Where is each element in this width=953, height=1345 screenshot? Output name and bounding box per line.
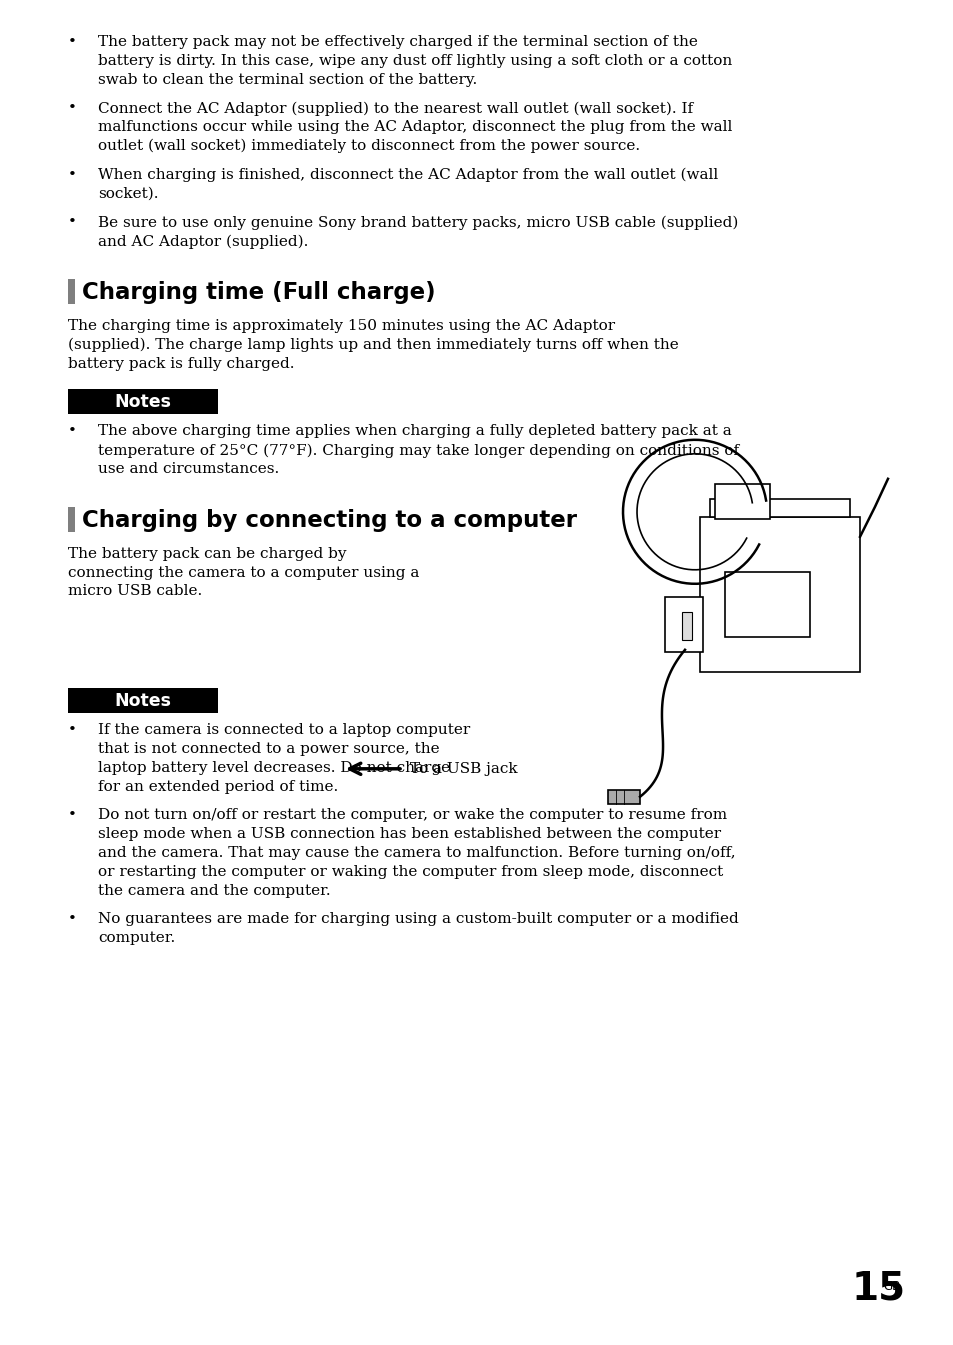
Bar	[664, 597, 702, 652]
Text: Charging time (Full charge): Charging time (Full charge)	[81, 281, 435, 304]
Bar	[68, 390, 218, 414]
Text: battery pack is fully charged.: battery pack is fully charged.	[68, 356, 294, 371]
Text: •: •	[68, 101, 77, 116]
Text: •: •	[68, 35, 77, 48]
Text: To a USB jack: To a USB jack	[410, 761, 517, 776]
Text: battery is dirty. In this case, wipe any dust off lightly using a soft cloth or : battery is dirty. In this case, wipe any…	[98, 54, 732, 67]
Text: laptop battery level decreases. Do not charge: laptop battery level decreases. Do not c…	[98, 761, 450, 775]
Bar	[68, 278, 74, 304]
Text: for an extended period of time.: for an extended period of time.	[98, 780, 338, 794]
Text: Connect the AC Adaptor (supplied) to the nearest wall outlet (wall socket). If: Connect the AC Adaptor (supplied) to the…	[98, 101, 693, 116]
Text: sleep mode when a USB connection has been established between the computer: sleep mode when a USB connection has bee…	[98, 827, 720, 841]
Text: •: •	[68, 215, 77, 230]
Text: micro USB cable.: micro USB cable.	[68, 584, 202, 599]
Text: If the camera is connected to a laptop computer: If the camera is connected to a laptop c…	[98, 724, 470, 737]
Bar	[681, 612, 691, 640]
Text: The above charging time applies when charging a fully depleted battery pack at a: The above charging time applies when cha…	[98, 425, 731, 438]
Text: The charging time is approximately 150 minutes using the AC Adaptor: The charging time is approximately 150 m…	[68, 319, 615, 334]
Text: 15: 15	[851, 1268, 905, 1307]
Text: Be sure to use only genuine Sony brand battery packs, micro USB cable (supplied): Be sure to use only genuine Sony brand b…	[98, 215, 738, 230]
Text: Notes: Notes	[114, 393, 172, 412]
Bar	[700, 516, 859, 671]
Text: GB: GB	[882, 1280, 900, 1293]
Text: or restarting the computer or waking the computer from sleep mode, disconnect: or restarting the computer or waking the…	[98, 865, 722, 878]
Text: connecting the camera to a computer using a: connecting the camera to a computer usin…	[68, 566, 419, 580]
Text: that is not connected to a power source, the: that is not connected to a power source,…	[98, 742, 439, 756]
Text: computer.: computer.	[98, 931, 175, 946]
Text: temperature of 25°C (77°F). Charging may take longer depending on conditions of: temperature of 25°C (77°F). Charging may…	[98, 444, 739, 457]
Text: The battery pack can be charged by: The battery pack can be charged by	[68, 547, 346, 561]
Text: •: •	[68, 425, 77, 438]
Text: The battery pack may not be effectively charged if the terminal section of the: The battery pack may not be effectively …	[98, 35, 698, 48]
Text: outlet (wall socket) immediately to disconnect from the power source.: outlet (wall socket) immediately to disc…	[98, 139, 639, 153]
Bar	[709, 499, 849, 516]
Text: •: •	[68, 168, 77, 182]
Text: No guarantees are made for charging using a custom-built computer or a modified: No guarantees are made for charging usin…	[98, 912, 738, 927]
Text: use and circumstances.: use and circumstances.	[98, 461, 279, 476]
Text: (supplied). The charge lamp lights up and then immediately turns off when the: (supplied). The charge lamp lights up an…	[68, 338, 678, 352]
Text: •: •	[68, 808, 77, 822]
Text: •: •	[68, 912, 77, 927]
Text: the camera and the computer.: the camera and the computer.	[98, 884, 331, 897]
Text: When charging is finished, disconnect the AC Adaptor from the wall outlet (wall: When charging is finished, disconnect th…	[98, 168, 718, 182]
Text: and the camera. That may cause the camera to malfunction. Before turning on/off,: and the camera. That may cause the camer…	[98, 846, 735, 859]
Text: Charging by connecting to a computer: Charging by connecting to a computer	[81, 508, 576, 531]
Text: malfunctions occur while using the AC Adaptor, disconnect the plug from the wall: malfunctions occur while using the AC Ad…	[98, 120, 732, 134]
Text: Do not turn on/off or restart the computer, or wake the computer to resume from: Do not turn on/off or restart the comput…	[98, 808, 726, 822]
Bar	[68, 507, 74, 533]
Bar	[714, 484, 769, 519]
Bar	[68, 689, 218, 713]
Text: socket).: socket).	[98, 187, 158, 200]
Text: Notes: Notes	[114, 691, 172, 710]
Text: and AC Adaptor (supplied).: and AC Adaptor (supplied).	[98, 234, 308, 249]
Text: •: •	[68, 724, 77, 737]
Bar	[607, 790, 639, 804]
Text: swab to clean the terminal section of the battery.: swab to clean the terminal section of th…	[98, 73, 476, 86]
Bar	[724, 572, 809, 636]
